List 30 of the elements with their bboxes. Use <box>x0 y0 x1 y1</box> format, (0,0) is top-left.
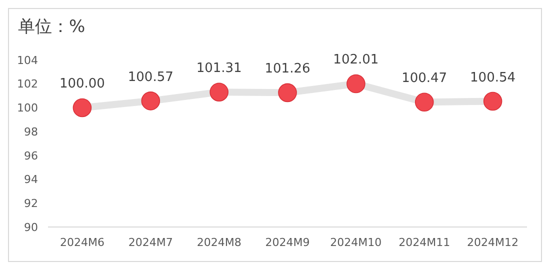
point <box>72 98 92 118</box>
x-tick-label: 2024M10 <box>330 236 382 249</box>
y-tick-label: 96 <box>24 149 38 162</box>
data-label: 102.01 <box>333 52 379 68</box>
point <box>278 83 297 102</box>
data-label: 100.54 <box>470 70 516 86</box>
point <box>141 92 160 110</box>
data-label: 101.26 <box>264 62 310 77</box>
y-tick-label: 100 <box>17 102 38 115</box>
point <box>210 82 228 102</box>
data-label: 100.47 <box>402 71 448 86</box>
chart-title: 单位：% <box>18 17 86 37</box>
data-label: 101.31 <box>196 61 242 76</box>
x-tick-label: 2024M7 <box>128 236 173 249</box>
x-tick-label: 2024M8 <box>196 236 242 249</box>
y-tick-label: 92 <box>24 196 38 210</box>
data-label: 100.00 <box>59 76 105 92</box>
y-tick-label: 102 <box>17 78 38 91</box>
x-tick-label: 2024M9 <box>265 236 310 249</box>
y-tick-label: 94 <box>24 173 38 186</box>
data-label: 100.57 <box>128 70 174 85</box>
y-tick-label: 90 <box>24 220 38 234</box>
x-tick-label: 2024M11 <box>398 236 450 249</box>
x-tick-label: 2024M12 <box>467 236 519 249</box>
y-tick-label: 98 <box>24 125 38 138</box>
point <box>483 92 502 111</box>
point <box>414 92 434 112</box>
y-tick-label: 104 <box>17 54 38 67</box>
x-tick-label: 2024M6 <box>60 236 104 249</box>
point <box>346 74 366 94</box>
